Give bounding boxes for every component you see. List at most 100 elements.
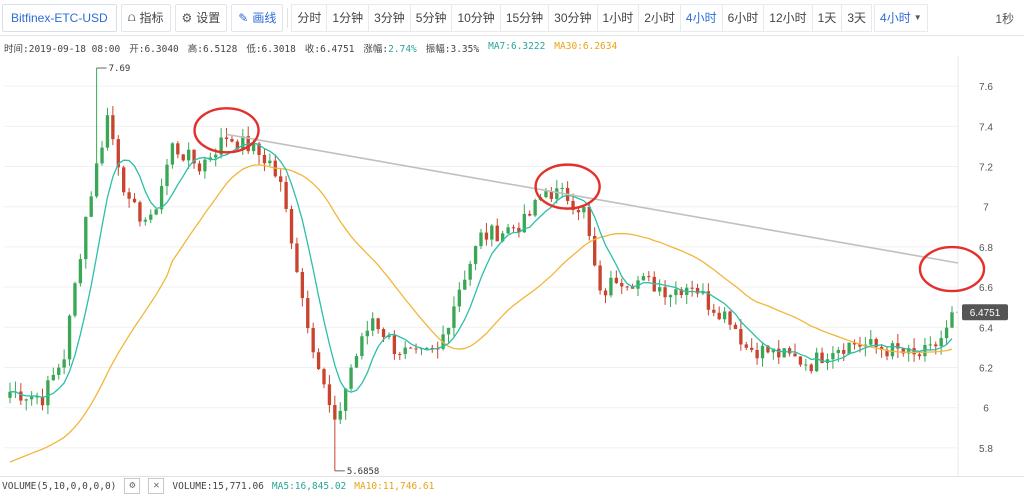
indicator-icon: ⩍	[127, 10, 136, 24]
candle-body	[598, 265, 602, 291]
tab-interval-12[interactable]: 1天	[811, 3, 843, 32]
candle-body	[94, 163, 99, 197]
candle-body	[46, 380, 50, 406]
candle-body	[744, 344, 748, 348]
candle-body	[176, 143, 180, 155]
draw-line-button[interactable]: ✎ 画线	[231, 3, 284, 32]
volume-bar: VOLUME(5,10,0,0,0,0) ⚙ ✕ VOLUME:15,771.0…	[2, 478, 434, 494]
tab-interval-13[interactable]: 3天	[841, 3, 873, 32]
tab-interval-7[interactable]: 1小时	[596, 3, 640, 32]
candle-body	[798, 356, 803, 365]
candle-body	[549, 191, 554, 199]
toolbar-divider	[287, 7, 289, 28]
candle-body	[279, 176, 283, 182]
tab-interval-9[interactable]: 4小时	[679, 3, 723, 32]
volume-ma10: MA10:11,746.61	[354, 480, 435, 492]
candle-body	[879, 346, 884, 350]
candle-body	[950, 312, 954, 328]
candle-body	[84, 216, 88, 260]
candle-body	[262, 154, 267, 164]
candle-body	[657, 287, 662, 292]
candle-body	[625, 286, 629, 288]
candle-body	[473, 246, 478, 264]
candle-body	[89, 196, 93, 217]
settings-label: 设置	[196, 11, 221, 25]
candle-body	[8, 391, 12, 398]
gear-icon: ⚙	[181, 10, 193, 25]
candle-body	[934, 344, 938, 347]
candle-body	[647, 276, 651, 278]
price-chart[interactable]: 5.8 6 6.2 6.4 6.6 6.8 7 7.2 7.4 7.6 7.69 5.6858 6.47…	[0, 56, 1024, 476]
candle-body	[706, 291, 711, 310]
tab-interval-4[interactable]: 10分钟	[451, 3, 501, 32]
candle-body	[890, 343, 895, 357]
min-label: 5.6858	[347, 467, 380, 476]
candle-body	[495, 225, 499, 242]
candle-body	[555, 188, 559, 199]
candle-body	[944, 327, 949, 339]
candle-body	[51, 374, 55, 381]
candle-body	[733, 324, 738, 330]
ma7-line	[9, 141, 953, 399]
interval-dropdown[interactable]: 4小时 ▼	[874, 3, 928, 32]
ma30-line	[9, 164, 953, 463]
tab-interval-6[interactable]: 30分钟	[548, 3, 598, 32]
candle-body	[327, 384, 332, 406]
candle-body	[874, 339, 878, 347]
settings-button[interactable]: ⚙ 设置	[174, 3, 228, 32]
info-high: 高:6.5128	[187, 44, 238, 55]
candle-body	[923, 344, 927, 357]
candle-body	[452, 306, 456, 328]
candle-body	[760, 345, 765, 359]
candle-body	[387, 335, 391, 338]
candle-body	[235, 141, 240, 149]
tab-interval-10[interactable]: 6小时	[721, 3, 765, 32]
tab-interval-5[interactable]: 15分钟	[499, 3, 550, 32]
volume-value: VOLUME:15,771.06	[172, 480, 264, 492]
candle-body	[463, 279, 467, 290]
candle-body	[852, 342, 857, 345]
refresh-rate[interactable]: 1秒	[995, 12, 1014, 26]
candle-body	[208, 157, 212, 160]
tab-interval-2[interactable]: 3分钟	[368, 3, 411, 32]
indicators-button[interactable]: ⩍ 指标	[120, 3, 171, 32]
candle-body	[576, 209, 581, 213]
candle-body	[641, 276, 646, 281]
trend-line	[226, 133, 959, 264]
tab-interval-8[interactable]: 2小时	[638, 3, 681, 32]
tab-interval-11[interactable]: 12小时	[763, 3, 813, 32]
candle-body	[192, 149, 196, 164]
candle-body	[333, 405, 337, 420]
candle-body	[343, 388, 348, 411]
candle-body	[62, 359, 66, 368]
candle-body	[159, 186, 164, 210]
candle-body	[430, 347, 434, 349]
candle-body	[349, 367, 353, 389]
volume-divider	[0, 476, 1024, 477]
candle-body	[40, 396, 45, 406]
tab-interval-1[interactable]: 1分钟	[326, 3, 370, 32]
gear-icon[interactable]: ⚙	[124, 478, 141, 494]
candle-body	[739, 329, 743, 345]
tab-interval-0[interactable]: 分时	[291, 3, 328, 32]
volume-ma5: MA5:16,845.02	[271, 480, 347, 492]
candle-body	[668, 295, 673, 298]
y-tick-label: 7.6	[979, 82, 993, 93]
candle-body	[614, 277, 619, 284]
close-icon[interactable]: ✕	[148, 478, 165, 494]
candle-body	[636, 280, 640, 289]
candle-body	[831, 353, 835, 360]
candle-body	[224, 137, 229, 140]
tab-interval-3[interactable]: 5分钟	[409, 3, 453, 32]
candle-body	[241, 136, 245, 149]
caret-down-icon: ▼	[913, 13, 922, 22]
candle-body	[793, 353, 797, 357]
draw-label: 画线	[252, 11, 277, 25]
toolbar: Bitfinex-ETC-USD ⩍ 指标 ⚙ 设置 ✎ 画线 分时 1分钟 3分钟…	[0, 0, 1024, 36]
candle-body	[149, 214, 153, 220]
candle-body	[907, 348, 911, 354]
candle-body	[690, 287, 694, 289]
candle-body	[371, 318, 375, 331]
candle-body	[782, 348, 786, 358]
symbol-selector[interactable]: Bitfinex-ETC-USD	[2, 3, 117, 32]
